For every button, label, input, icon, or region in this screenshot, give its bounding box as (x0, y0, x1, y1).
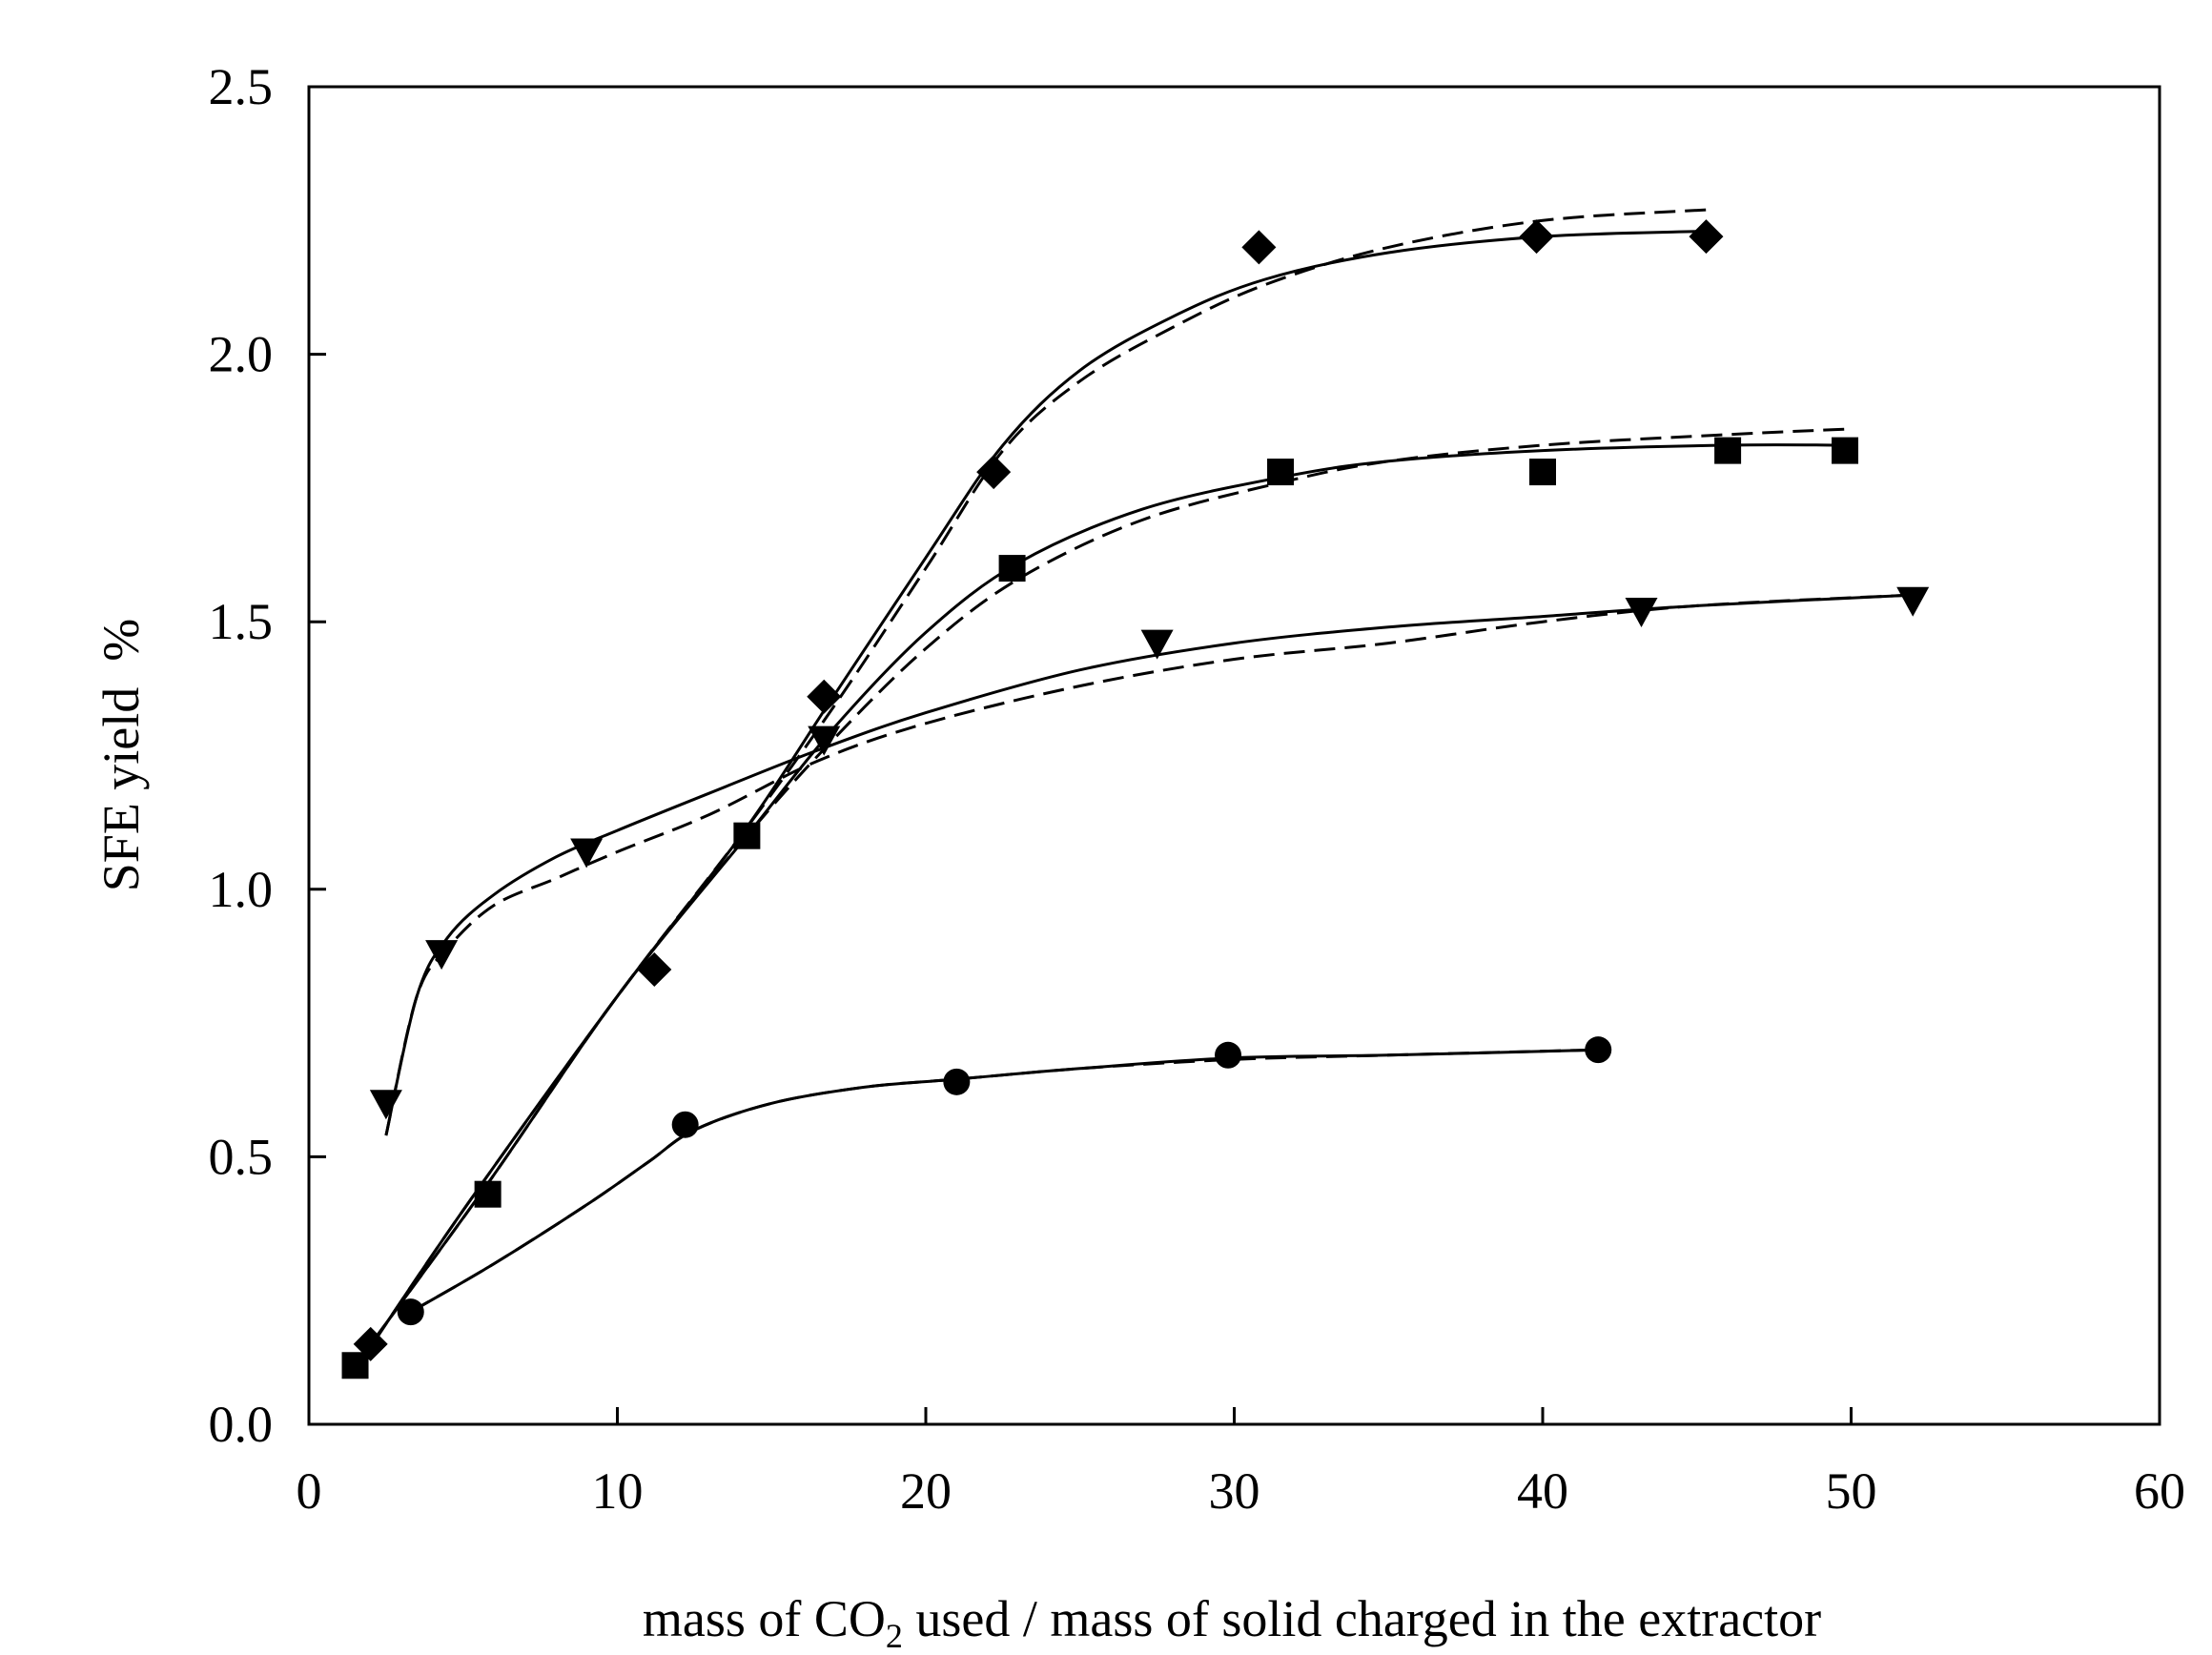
triangle-marker (1140, 629, 1174, 660)
diamond-solid-fit-line (357, 230, 1707, 1367)
x-axis-title-before: mass of CO (643, 1590, 886, 1647)
triangle-marker (808, 725, 841, 756)
diamond-marker (976, 455, 1012, 490)
square-marker (998, 555, 1026, 582)
x-axis-title-after: used / mass of solid charged in the extr… (903, 1590, 1821, 1647)
square-marker (1529, 459, 1556, 486)
triangle-solid-fit-line (384, 593, 1914, 1136)
markers (341, 219, 1930, 1379)
triangle-dashed-fit-line (384, 593, 1914, 1136)
circle-solid-fit-line (410, 1048, 1599, 1314)
x-tick-label: 40 (1517, 1462, 1568, 1520)
x-axis-title-subscript: 2 (886, 1617, 903, 1655)
circle-dashed-fit-line (410, 1048, 1599, 1314)
triangle-marker (425, 940, 459, 971)
ticks: 0 10 20 30 40 50 60 0.0 0.5 1.0 1.5 2.0 2.5 (209, 58, 2186, 1520)
circle-marker (397, 1298, 424, 1326)
y-tick-label: 2.0 (209, 326, 274, 383)
diamond-marker (1241, 230, 1277, 265)
y-axis-title: SFE yield % (92, 619, 150, 892)
square-marker (474, 1180, 502, 1208)
triangle-marker (570, 838, 604, 868)
circle-marker (943, 1068, 971, 1095)
circle-marker (671, 1111, 699, 1138)
x-axis-title: mass of CO2 used / mass of solid charged… (643, 1590, 1821, 1655)
triangle-marker (1896, 586, 1930, 617)
y-tick-label: 1.0 (209, 861, 274, 918)
plot-frame (307, 85, 2161, 1426)
x-tick-label: 30 (1209, 1462, 1260, 1520)
x-tick-label: 50 (1826, 1462, 1877, 1520)
triangle-marker (369, 1090, 402, 1120)
square-solid-fit-line (354, 443, 1846, 1367)
x-tick-label: 10 (592, 1462, 644, 1520)
circle-marker (1585, 1036, 1612, 1064)
y-tick-label: 1.5 (209, 593, 274, 650)
y-tick-label: 0.5 (209, 1128, 274, 1185)
diamond-marker (1689, 219, 1724, 255)
square-marker (733, 822, 761, 849)
square-marker (1714, 437, 1742, 464)
diamond-marker (807, 679, 842, 714)
square-marker (1832, 437, 1859, 464)
y-tick-label: 2.5 (209, 58, 274, 115)
diamond-dashed-fit-line (357, 208, 1707, 1367)
x-tick-label: 0 (297, 1462, 322, 1520)
square-dashed-fit-line (354, 427, 1846, 1367)
fit-lines (354, 208, 1914, 1367)
x-tick-label: 60 (2134, 1462, 2185, 1520)
circle-marker (1215, 1041, 1242, 1069)
triangle-marker (1625, 597, 1658, 627)
square-marker (341, 1352, 369, 1379)
diamond-marker (637, 951, 672, 987)
square-marker (1267, 459, 1295, 486)
x-tick-label: 20 (900, 1462, 952, 1520)
y-tick-label: 0.0 (209, 1396, 274, 1453)
diamond-marker (1519, 219, 1554, 255)
